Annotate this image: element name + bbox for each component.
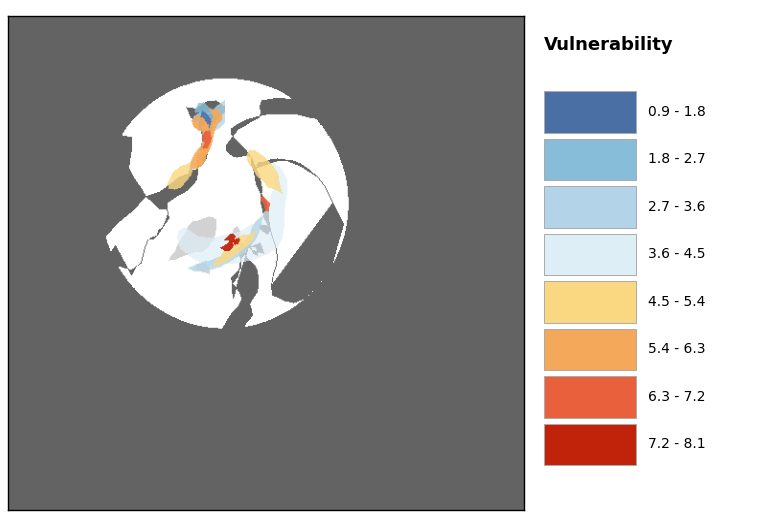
Text: 7.2 - 8.1: 7.2 - 8.1 [648, 437, 705, 451]
Bar [544, 376, 636, 418]
Bar [544, 329, 636, 370]
Text: 3.6 - 4.5: 3.6 - 4.5 [648, 247, 705, 261]
Text: 6.3 - 7.2: 6.3 - 7.2 [648, 390, 705, 404]
Bar [544, 186, 636, 228]
Text: 4.5 - 5.4: 4.5 - 5.4 [648, 295, 705, 309]
Text: 2.7 - 3.6: 2.7 - 3.6 [648, 200, 705, 214]
Bar [544, 234, 636, 275]
Text: 1.8 - 2.7: 1.8 - 2.7 [648, 153, 705, 167]
Text: Vulnerability: Vulnerability [544, 36, 673, 54]
Bar [544, 139, 636, 180]
Text: 0.9 - 1.8: 0.9 - 1.8 [648, 105, 705, 119]
Bar [544, 92, 636, 133]
Bar [544, 281, 636, 322]
Text: 5.4 - 6.3: 5.4 - 6.3 [648, 342, 705, 356]
Bar [544, 423, 636, 465]
